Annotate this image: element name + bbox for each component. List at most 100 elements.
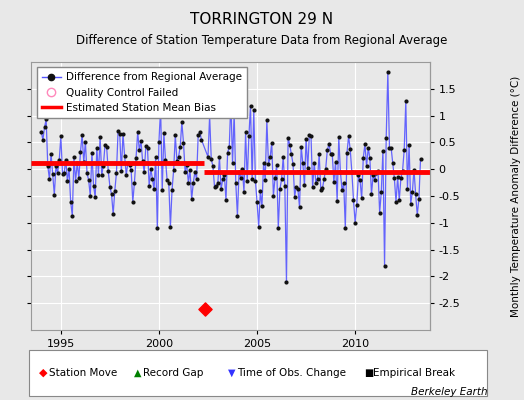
Point [107,191,116,198]
Text: Empirical Break: Empirical Break [373,368,455,378]
Point [144,145,152,152]
Point [384,69,392,76]
Point [122,172,130,178]
Point [363,163,371,170]
Point [268,139,276,146]
Point [91,194,100,200]
Text: Difference of Station Temperature Data from Regional Average: Difference of Station Temperature Data f… [77,34,447,47]
Point [243,177,252,184]
Point [106,184,114,190]
Point [417,156,425,162]
Point [256,188,265,195]
Point [359,154,367,161]
Point [403,186,412,192]
Point [121,153,129,160]
Point [236,174,245,181]
Point [405,142,413,148]
Point [192,176,201,182]
Point [62,156,70,163]
Point [217,186,225,192]
Point [388,160,397,166]
Point [58,171,67,177]
Point [276,186,284,192]
Point [390,175,399,182]
Point [284,134,292,141]
Point [315,151,323,158]
Point [281,183,289,190]
Point [186,166,194,173]
Point [165,180,173,186]
Point [318,185,326,192]
Point [127,167,135,174]
Point [392,199,400,205]
Point [294,186,302,193]
Point [74,175,83,182]
Point [178,119,186,126]
Text: ■: ■ [364,368,374,378]
Point [191,168,199,175]
Point [207,156,215,163]
Point [50,192,59,198]
Point [160,130,168,136]
Point [410,166,418,173]
Point [204,154,212,160]
Point [242,129,250,136]
Text: Time of Obs. Change: Time of Obs. Change [237,368,346,378]
Point [413,212,421,218]
Point [307,132,315,139]
Point [194,132,202,139]
Point [214,180,222,187]
Point [212,183,221,189]
Point [326,150,335,157]
Point [233,212,242,219]
Point [296,204,304,210]
Point [173,158,181,164]
Point [53,170,62,176]
Point [328,151,336,157]
Point [174,154,183,160]
Point [238,165,246,172]
Point [361,141,369,147]
Point [347,169,356,176]
Point [94,171,103,178]
Point [264,161,272,168]
Point [303,165,312,171]
Text: Station Move: Station Move [49,368,117,378]
Point [114,127,122,134]
Point [240,188,248,195]
Point [310,160,319,166]
Text: ▲: ▲ [134,368,141,378]
Point [382,135,390,141]
Point [313,176,322,182]
Point [111,187,119,194]
Point [97,172,106,178]
Point [182,162,191,168]
Point [70,154,78,160]
Point [209,163,217,169]
Point [77,148,85,155]
Point [210,184,219,190]
Point [161,157,170,163]
Point [279,154,287,160]
Point [376,210,384,216]
Point [235,169,243,175]
Point [272,162,281,168]
Point [78,132,86,138]
Point [47,151,55,157]
Point [125,161,134,168]
Point [299,160,307,166]
Point [52,163,60,169]
Text: TORRINGTON 29 N: TORRINGTON 29 N [190,12,334,27]
Point [140,169,148,175]
Point [251,178,259,184]
Point [259,160,268,166]
Point [88,150,96,156]
Point [96,134,104,140]
Point [39,136,47,143]
Point [287,151,296,157]
Point [335,134,343,141]
Point [135,147,144,154]
Point [248,176,256,182]
Point [158,187,167,194]
Point [377,189,386,195]
